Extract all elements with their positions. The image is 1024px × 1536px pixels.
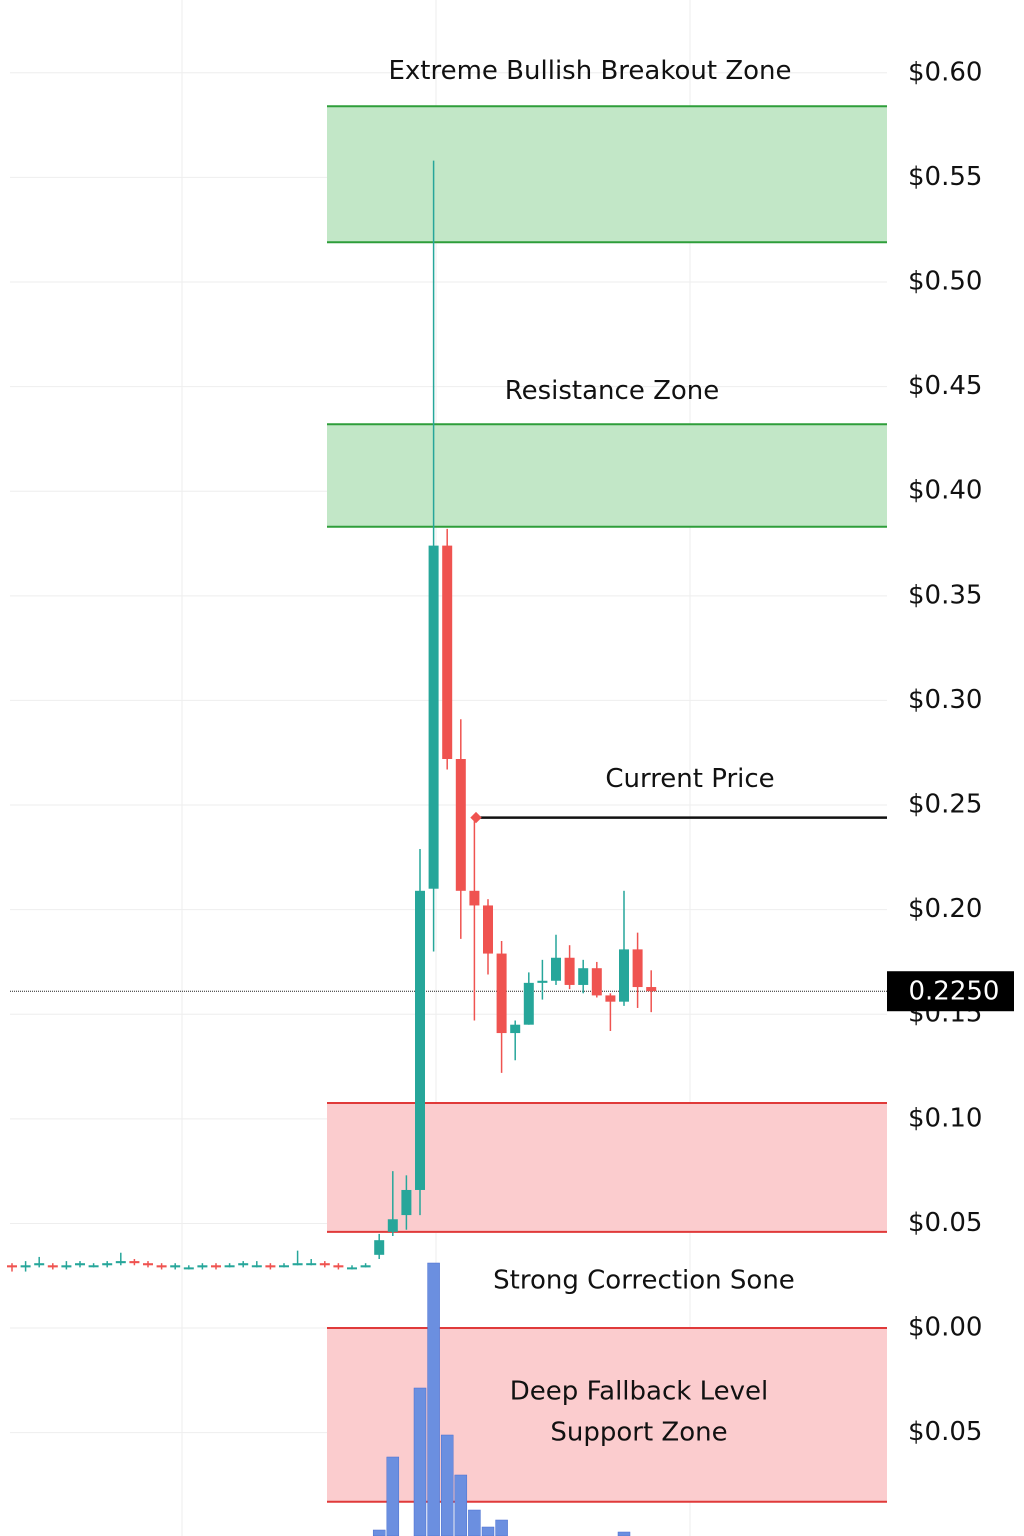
y-tick-label: $0.10 [908, 1103, 982, 1133]
candle-body [401, 1189, 412, 1216]
candle-body [578, 968, 589, 985]
y-tick-label: $0.40 [908, 476, 982, 506]
candle-body [292, 1263, 303, 1266]
volume-bar [617, 1531, 631, 1536]
candle-body [387, 1219, 398, 1232]
y-tick-label: $0.35 [908, 580, 982, 610]
candle-body [143, 1263, 153, 1266]
y-tick-label: $0.25 [908, 790, 982, 820]
zone-label: Strong Correction Sone [493, 1265, 795, 1295]
candle-body [469, 890, 480, 906]
candle-body [483, 905, 493, 954]
candle-body [170, 1265, 181, 1268]
candle-body [632, 949, 643, 988]
zone [327, 1328, 887, 1502]
zone-label: Deep Fallback Level [510, 1377, 768, 1407]
candle-body [88, 1265, 99, 1268]
candle-body [224, 1265, 235, 1268]
candle-body [265, 1265, 276, 1268]
candle-body [47, 1265, 58, 1268]
candle-body [156, 1265, 167, 1268]
candle-body [129, 1261, 140, 1264]
candle-body [115, 1261, 126, 1264]
candle-body [7, 1265, 17, 1268]
candle-body [360, 1265, 371, 1268]
y-tick-label: $0.05 [908, 1417, 982, 1447]
current-price-label: Current Price [605, 764, 774, 794]
current-price-marker [470, 811, 482, 824]
candle-body [347, 1267, 357, 1270]
candle-body [306, 1263, 317, 1266]
price-badge-label: 0.2250 [909, 977, 1000, 1007]
y-tick-label: $0.55 [908, 162, 982, 192]
price-badge [887, 971, 1014, 1012]
candle-body [646, 987, 657, 992]
candle-body [523, 982, 534, 1025]
y-tick-label: $0.50 [908, 267, 982, 297]
candle-body [564, 957, 575, 985]
candle-body [374, 1240, 385, 1255]
candle-body [619, 949, 629, 1002]
zone-label: Resistance Zone [505, 376, 720, 406]
volume-bar [454, 1474, 468, 1536]
y-tick-label: $0.30 [908, 685, 982, 715]
y-tick-label: $0.60 [908, 57, 982, 87]
candle-body [428, 545, 439, 889]
candle-body [20, 1265, 31, 1268]
candle-body [605, 995, 616, 1002]
candle-body [211, 1265, 221, 1268]
volume-bar [495, 1519, 508, 1536]
candle-body [510, 1024, 521, 1034]
candle-body [102, 1263, 113, 1266]
candle-body [279, 1265, 289, 1268]
volume-bar [440, 1434, 454, 1536]
y-tick-label: $0.45 [908, 371, 982, 401]
candle-body [537, 980, 548, 983]
volume-bar [386, 1456, 400, 1536]
candle-body [415, 890, 425, 1190]
candle-body [61, 1265, 72, 1268]
volume-bar [468, 1509, 481, 1536]
y-tick-label: $0.20 [908, 894, 982, 924]
zone [327, 106, 887, 243]
volume-bar [427, 1262, 440, 1536]
y-tick-label: $0.05 [908, 1208, 982, 1238]
candle-body [75, 1263, 85, 1266]
zone [327, 424, 887, 527]
candle-body [591, 968, 602, 996]
candle-body [251, 1265, 262, 1268]
candle-body [442, 545, 453, 760]
volume-bar [413, 1387, 427, 1536]
candle-body [197, 1265, 208, 1268]
candle-body [496, 953, 507, 1034]
candle-body [238, 1263, 249, 1266]
candle-body [551, 957, 561, 981]
volume-bar [372, 1529, 386, 1536]
candle-body [319, 1263, 330, 1266]
zone-label: Extreme Bullish Breakout Zone [388, 56, 791, 86]
candle-body [333, 1265, 344, 1268]
zone-label: Support Zone [550, 1418, 727, 1448]
candle-body [455, 759, 466, 891]
y-tick-label: $0.00 [908, 1313, 982, 1343]
candle-body [34, 1263, 45, 1266]
volume-bar [481, 1526, 495, 1536]
candle-body [183, 1267, 194, 1270]
